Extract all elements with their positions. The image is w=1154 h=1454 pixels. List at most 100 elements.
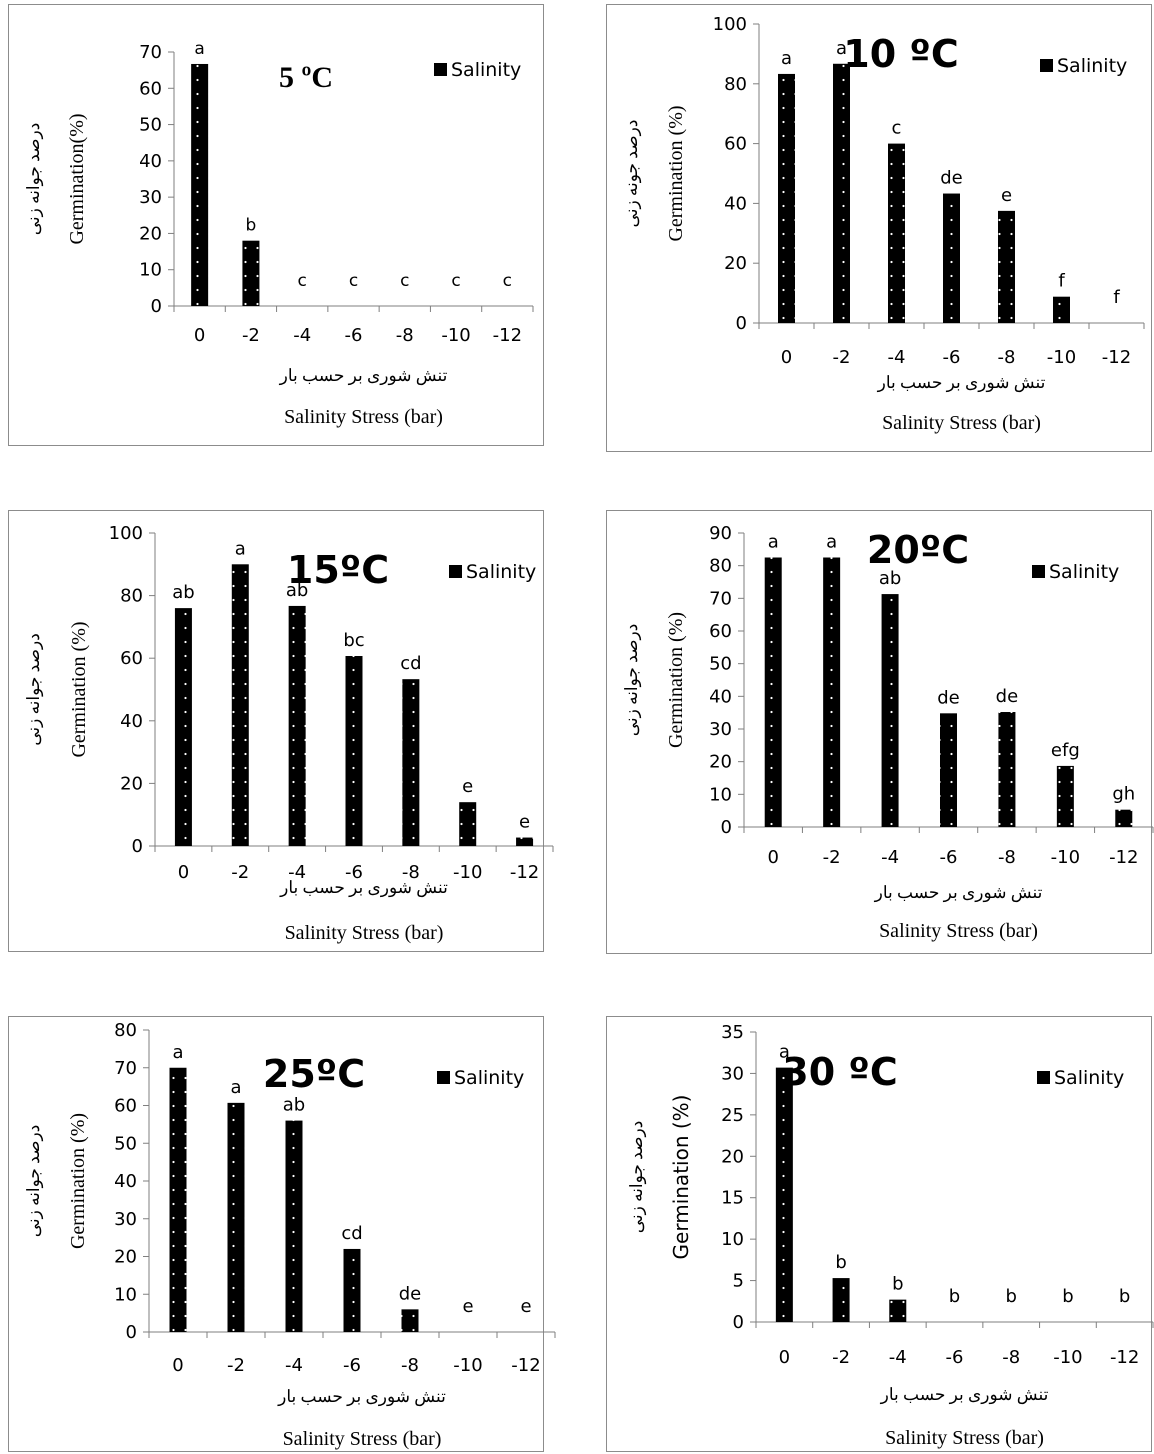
y-tick-label: 0	[132, 836, 143, 857]
y-tick-label: 40	[724, 193, 747, 214]
significance-letter: ab	[172, 582, 194, 603]
y-tick-label: 5	[733, 1271, 744, 1292]
x-tick-label: 0	[178, 862, 189, 883]
x-tick-label: 0	[194, 325, 205, 346]
bar	[285, 1120, 303, 1332]
legend-swatch	[449, 565, 462, 578]
y-tick-label: 10	[721, 1229, 744, 1250]
y-tick-label: 0	[733, 1312, 744, 1333]
significance-letter: cd	[341, 1223, 362, 1244]
y-tick-label: 80	[724, 74, 747, 95]
y-tick-label: 100	[713, 14, 747, 35]
bar	[169, 1067, 187, 1332]
bar	[881, 594, 899, 827]
significance-letter: ab	[283, 1095, 305, 1116]
bar	[231, 564, 249, 846]
y-tick-label: 15	[721, 1188, 744, 1209]
significance-letter: c	[503, 271, 512, 291]
x-tick-label: -12	[1109, 847, 1138, 868]
y-tick-label: 60	[114, 1096, 137, 1117]
x-tick-label: -2	[227, 1355, 245, 1376]
x-tick-label: -4	[888, 347, 906, 368]
y-tick-label: 100	[109, 523, 143, 544]
x-tick-label: -8	[396, 325, 414, 346]
y-tick-label: 0	[721, 817, 732, 838]
legend-label: Salinity	[1057, 55, 1127, 77]
y-tick-label: 60	[724, 134, 747, 155]
x-tick-label: -6	[946, 1347, 964, 1368]
chart-title: 5 ºC	[279, 61, 333, 94]
y-tick-label: 30	[139, 187, 162, 208]
y-tick-label: 90	[709, 523, 732, 544]
y-tick-label: 70	[139, 42, 162, 63]
x-tick-label: -8	[1002, 1347, 1020, 1368]
x-tick-label: -12	[1102, 347, 1131, 368]
y-tick-label: 80	[709, 556, 732, 577]
significance-letter: a	[779, 1042, 790, 1063]
significance-letter: de	[937, 687, 960, 708]
y-tick-label: 50	[709, 654, 732, 675]
chart-title: 25ºC	[263, 1052, 365, 1096]
bar	[775, 1067, 793, 1322]
significance-letter: a	[768, 532, 779, 553]
x-tick-label: 0	[779, 1347, 790, 1368]
significance-letter: a	[194, 39, 204, 59]
x-tick-label: -6	[943, 347, 961, 368]
y-tick-label: 20	[114, 1247, 137, 1268]
bar	[459, 802, 477, 846]
y-tick-label: 50	[114, 1133, 137, 1154]
x-tick-label: 0	[172, 1355, 183, 1376]
x-axis-label: Salinity Stress (bar)	[283, 1428, 442, 1450]
y-axis-label: Germination(%)	[66, 113, 88, 244]
bar	[516, 837, 534, 846]
significance-letter: ab	[879, 568, 901, 589]
y-axis-label: Germination (%)	[68, 621, 90, 757]
x-tick-label: -6	[345, 862, 363, 883]
x-tick-label: 0	[781, 347, 792, 368]
significance-letter: e	[462, 1296, 473, 1317]
significance-letter: e	[519, 812, 530, 833]
y-axis-label: Germination (%)	[669, 1095, 693, 1260]
significance-letter: c	[451, 271, 460, 291]
y-axis-label: Germination (%)	[665, 105, 687, 241]
bar	[998, 210, 1015, 323]
significance-letter: e	[520, 1296, 531, 1317]
x-tick-label: 0	[767, 847, 778, 868]
y-tick-label: 20	[709, 752, 732, 773]
y-tick-label: 60	[139, 78, 162, 99]
y-tick-label: 50	[139, 115, 162, 136]
y-tick-label: 80	[120, 586, 143, 607]
bar	[174, 608, 192, 846]
legend-label: Salinity	[1054, 1067, 1124, 1089]
significance-letter: a	[826, 532, 837, 553]
significance-letter: b	[246, 216, 257, 236]
y-tick-label: 40	[709, 686, 732, 707]
y-tick-label: 10	[114, 1284, 137, 1305]
y-tick-label: 0	[126, 1322, 137, 1343]
y-tick-label: 20	[139, 223, 162, 244]
y-axis-label-fa: درصد جوانه زنی	[627, 1121, 647, 1234]
y-axis-label-fa: درصد جوانه زنی	[24, 633, 44, 746]
significance-letter: c	[400, 271, 409, 291]
legend-label: Salinity	[451, 59, 521, 81]
y-tick-label: 40	[114, 1171, 137, 1192]
y-tick-label: 60	[120, 648, 143, 669]
y-tick-label: 80	[114, 1020, 137, 1041]
y-axis-label-fa: درصد جوانه زنی	[24, 1125, 44, 1238]
bar	[402, 679, 420, 846]
bar	[1115, 809, 1133, 827]
y-tick-label: 35	[721, 1022, 744, 1043]
x-tick-label: -2	[833, 347, 851, 368]
significance-letter: c	[298, 271, 307, 291]
y-tick-label: 10	[139, 260, 162, 281]
y-axis-label-fa: درصد جوانه زنی	[24, 123, 44, 236]
legend-swatch	[434, 63, 447, 76]
bar	[288, 605, 306, 846]
bar	[345, 656, 363, 846]
bar	[832, 1278, 850, 1322]
x-axis-label-fa: تنش شوری بر حسب بار	[279, 878, 448, 898]
y-tick-label: 20	[120, 773, 143, 794]
x-axis-label-fa: تنش شوری بر حسب بار	[279, 366, 448, 386]
chart-svg: 0 10 20 30 40 50 60 70 80 a 0 a -2 ab -4 cd -6 de -8 e -10 e -…	[24, 1020, 556, 1450]
y-tick-label: 30	[709, 719, 732, 740]
